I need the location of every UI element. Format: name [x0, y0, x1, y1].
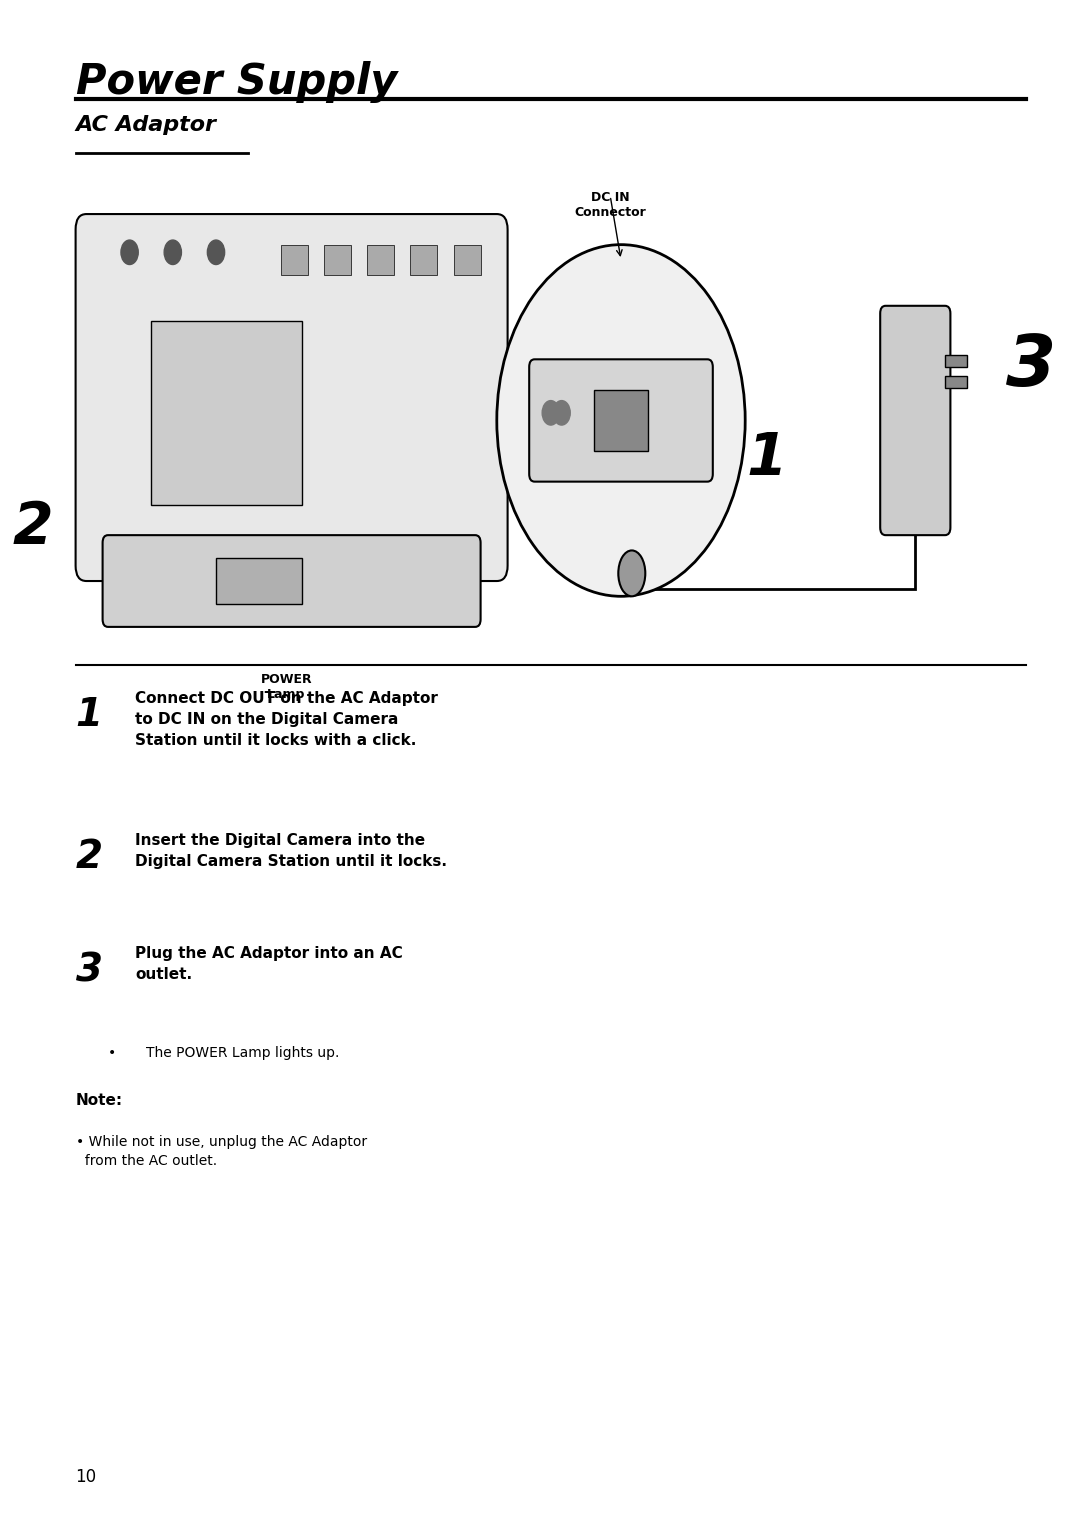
Text: • While not in use, unplug the AC Adaptor
  from the AC outlet.: • While not in use, unplug the AC Adapto…: [76, 1135, 367, 1168]
Text: AC Adaptor: AC Adaptor: [76, 115, 217, 135]
Bar: [945, 376, 967, 388]
Text: 3: 3: [1007, 332, 1056, 402]
Text: 2: 2: [12, 498, 53, 557]
Ellipse shape: [618, 550, 646, 596]
Bar: [594, 390, 648, 451]
Text: The POWER Lamp lights up.: The POWER Lamp lights up.: [146, 1046, 339, 1060]
Text: DC IN
Connector: DC IN Connector: [575, 191, 646, 219]
Text: 1: 1: [746, 430, 787, 488]
FancyBboxPatch shape: [880, 306, 950, 535]
Text: Note:: Note:: [76, 1093, 123, 1109]
Bar: [281, 245, 308, 275]
Text: 3: 3: [76, 951, 103, 989]
Text: 2: 2: [76, 838, 103, 876]
Bar: [945, 355, 967, 367]
FancyBboxPatch shape: [76, 214, 508, 581]
Text: 1: 1: [76, 696, 103, 734]
Text: Power Supply: Power Supply: [76, 61, 397, 102]
Bar: [410, 245, 437, 275]
Circle shape: [542, 401, 559, 425]
Text: Connect DC OUT on the AC Adaptor
to DC IN on the Digital Camera
Station until it: Connect DC OUT on the AC Adaptor to DC I…: [135, 691, 437, 748]
Circle shape: [207, 240, 225, 265]
Bar: [454, 245, 481, 275]
Circle shape: [553, 401, 570, 425]
FancyBboxPatch shape: [529, 359, 713, 482]
Bar: [151, 321, 302, 505]
Bar: [367, 245, 394, 275]
Text: 10: 10: [76, 1468, 97, 1486]
Bar: [216, 558, 302, 604]
Text: Plug the AC Adaptor into an AC
outlet.: Plug the AC Adaptor into an AC outlet.: [135, 946, 403, 983]
Text: Insert the Digital Camera into the
Digital Camera Station until it locks.: Insert the Digital Camera into the Digit…: [135, 833, 447, 870]
Bar: [324, 245, 351, 275]
Text: POWER
Lamp: POWER Lamp: [260, 673, 312, 700]
Circle shape: [121, 240, 138, 265]
FancyBboxPatch shape: [103, 535, 481, 627]
Circle shape: [497, 245, 745, 596]
Text: •: •: [108, 1046, 117, 1060]
Circle shape: [164, 240, 181, 265]
